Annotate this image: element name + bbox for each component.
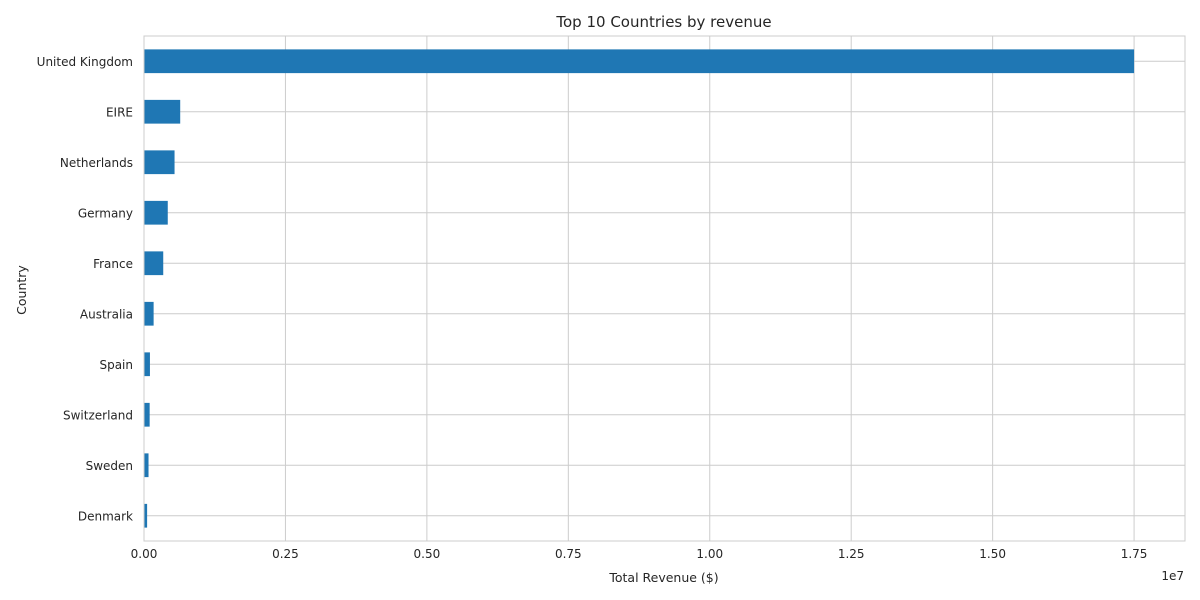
chart-title: Top 10 Countries by revenue <box>555 13 771 31</box>
y-tick-label: EIRE <box>106 105 133 119</box>
x-tick-label: 0.00 <box>131 547 158 561</box>
bar <box>144 99 181 124</box>
bar <box>144 453 149 478</box>
bar <box>144 503 148 528</box>
x-tick-label: 1.25 <box>838 547 865 561</box>
bar <box>144 49 1135 74</box>
y-tick-label: France <box>93 257 133 271</box>
plot-frame <box>143 35 1186 542</box>
bar <box>144 251 164 276</box>
x-tick-label: 0.25 <box>272 547 299 561</box>
x-axis-label: Total Revenue ($) <box>608 570 718 585</box>
x-tick-label: 0.75 <box>555 547 582 561</box>
x-tick-label: 1.75 <box>1121 547 1148 561</box>
x-tick-label: 1.00 <box>696 547 723 561</box>
y-tick-label: Spain <box>99 358 133 372</box>
x-offset-label: 1e7 <box>1161 569 1184 583</box>
bar <box>144 200 168 225</box>
y-tick-label: Netherlands <box>60 156 133 170</box>
y-axis-label: Country <box>14 265 29 315</box>
bars <box>144 49 1135 528</box>
bar <box>144 352 150 377</box>
bar <box>144 402 150 427</box>
x-tick-labels: 0.00 0.25 0.50 0.75 1.00 1.25 1.50 1.75 <box>131 547 1148 561</box>
y-tick-label: Switzerland <box>63 408 133 422</box>
y-tick-label: Australia <box>80 307 133 321</box>
y-tick-label: Germany <box>78 206 133 220</box>
y-tick-labels: United Kingdom EIRE Netherlands Germany Fran… <box>37 55 133 524</box>
x-tick-label: 0.50 <box>414 547 441 561</box>
bar <box>144 301 154 326</box>
y-tick-label: United Kingdom <box>37 55 133 69</box>
y-tick-label: Denmark <box>78 509 133 523</box>
grid <box>143 36 1185 541</box>
x-tick-label: 1.50 <box>979 547 1006 561</box>
y-tick-label: Sweden <box>86 459 133 473</box>
bar <box>144 150 175 175</box>
